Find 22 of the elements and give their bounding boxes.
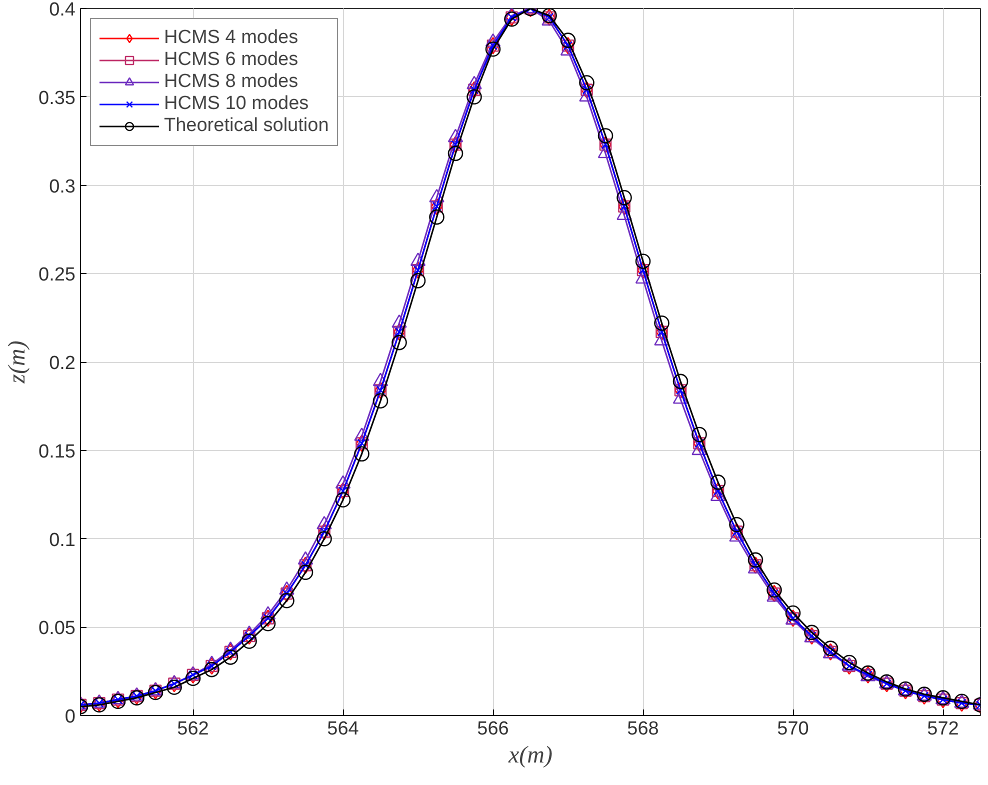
y-tick-label: 0.35 — [38, 88, 76, 109]
y-tick-label: 0.2 — [49, 353, 76, 374]
legend-label: HCMS 4 modes — [164, 27, 298, 49]
y-tick-label: 0 — [64, 706, 76, 728]
legend-label: HCMS 10 modes — [164, 93, 309, 115]
y-tick-label: 0.15 — [38, 441, 76, 462]
y-axis-title: z(m) — [4, 340, 31, 384]
x-tick-label: 570 — [777, 718, 809, 740]
x-tick-label: 572 — [927, 718, 959, 740]
x-axis-title: x(m) — [508, 742, 552, 768]
y-tick-label: 0.4 — [49, 0, 76, 20]
legend-label: HCMS 8 modes — [164, 71, 298, 93]
legend-label: HCMS 6 modes — [164, 49, 298, 71]
x-tick-label: 562 — [177, 718, 209, 740]
y-tick-label: 0.3 — [49, 176, 76, 198]
x-tick-label: 564 — [327, 718, 360, 740]
legend-label: Theoretical solution — [164, 115, 329, 137]
x-tick-label: 566 — [477, 718, 509, 740]
y-tick-label: 0.05 — [38, 618, 76, 640]
x-tick-label: 568 — [627, 718, 659, 740]
y-tick-label: 0.1 — [49, 530, 76, 551]
y-tick-label: 0.25 — [38, 264, 76, 286]
